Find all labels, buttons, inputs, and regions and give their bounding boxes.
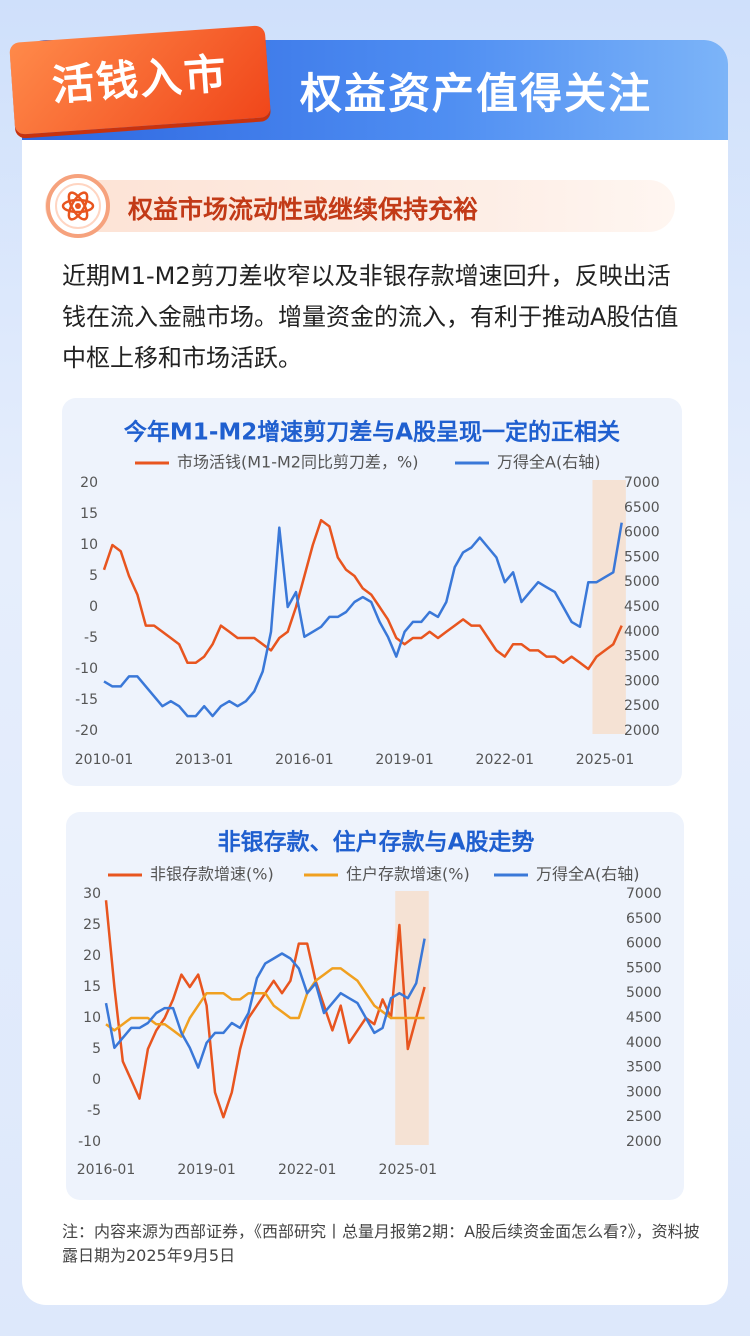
y-tick-label: -5 [87, 1103, 101, 1119]
legend-label: 住户存款增速(%) [346, 865, 470, 884]
x-tick-label: 2010-01 [75, 752, 134, 768]
y2-tick-label: 2000 [624, 723, 660, 739]
y-tick-label: 0 [92, 1072, 101, 1088]
series-line [102, 518, 623, 671]
y2-tick-label: 5500 [626, 960, 662, 976]
paragraph: 近期M1-M2剪刀差收窄以及非银存款增速回升，反映出活钱在流入金融市场。增量资金… [62, 262, 679, 372]
y2-tick-label: 3000 [626, 1084, 662, 1100]
y2-tick-label: 4000 [624, 624, 660, 640]
y2-tick-label: 3500 [626, 1060, 662, 1076]
x-tick-label: 2022-01 [278, 1162, 337, 1178]
x-tick-label: 2016-01 [275, 752, 334, 768]
y2-tick-label: 6500 [626, 911, 662, 927]
y-tick-label: 0 [89, 599, 98, 615]
series-line [104, 938, 426, 1069]
y-tick-label: 15 [83, 979, 101, 995]
y2-tick-label: 5000 [626, 985, 662, 1001]
y2-tick-label: 5000 [624, 574, 660, 590]
y2-tick-label: 4000 [626, 1035, 662, 1051]
y2-tick-label: 6500 [624, 500, 660, 516]
chart-title: 非银存款、住户存款与A股走势 [218, 829, 535, 856]
chart-title: 今年M1-M2增速剪刀差与A股呈现一定的正相关 [124, 419, 620, 446]
y2-tick-label: 2500 [624, 698, 660, 714]
series-line [105, 967, 425, 1038]
legend-label: 万得全A(右轴) [536, 865, 639, 884]
y2-tick-label: 4500 [626, 1010, 662, 1026]
chart: 非银存款、住户存款与A股走势 -10 -5 0 5 10 15 20 25 30 2000 2500 3… [77, 829, 662, 1179]
y2-tick-label: 2000 [626, 1134, 662, 1150]
section-title: 权益市场流动性或继续保持充裕 [128, 195, 479, 224]
y-tick-label: 20 [83, 948, 101, 964]
y-tick-label: 30 [83, 886, 101, 902]
y-tick-label: -15 [75, 692, 98, 708]
series-line [103, 522, 623, 718]
header-tag: 活钱入市 [9, 25, 271, 135]
x-tick-label: 2016-01 [77, 1162, 136, 1178]
legend-label: 市场活钱(M1-M2同比剪刀差，%) [177, 453, 418, 472]
x-tick-label: 2025-01 [379, 1162, 438, 1178]
y2-tick-label: 4500 [624, 599, 660, 615]
y-tick-label: -10 [75, 661, 98, 677]
y-tick-label: 10 [83, 1010, 101, 1026]
header-title: 权益资产值得关注 [300, 69, 653, 118]
y2-tick-label: 3000 [624, 673, 660, 689]
y-tick-label: -5 [84, 630, 98, 646]
y2-tick-label: 7000 [624, 475, 660, 491]
y2-tick-label: 3500 [624, 649, 660, 665]
highlight-band [592, 480, 626, 734]
y-tick-label: 10 [80, 537, 98, 553]
legend-label: 非银存款增速(%) [150, 865, 274, 884]
y2-tick-label: 7000 [626, 886, 662, 902]
x-tick-label: 2013-01 [175, 752, 234, 768]
x-tick-label: 2019-01 [375, 752, 434, 768]
y-tick-label: 20 [80, 475, 98, 491]
y2-tick-label: 5500 [624, 549, 660, 565]
y-tick-label: 15 [80, 506, 98, 522]
y2-tick-label: 6000 [624, 525, 660, 541]
section-pill [45, 180, 675, 232]
y-tick-label: 5 [92, 1041, 101, 1057]
section-icon [46, 174, 110, 238]
legend-label: 万得全A(右轴) [497, 453, 600, 472]
footnote: 注：内容来源为西部证券，《西部研究丨总量月报第2期：A股后续资金面怎么看?》，资… [62, 1222, 700, 1265]
y-tick-label: 5 [89, 568, 98, 584]
chart: 今年M1-M2增速剪刀差与A股呈现一定的正相关 -20 -15 -10 -5 0 5 10 15… [75, 419, 660, 769]
y-tick-label: -10 [78, 1134, 101, 1150]
y2-tick-label: 6000 [626, 936, 662, 952]
y-tick-label: -20 [75, 723, 98, 739]
x-tick-label: 2025-01 [576, 752, 635, 768]
y-tick-label: 25 [83, 917, 101, 933]
x-tick-label: 2022-01 [476, 752, 535, 768]
y2-tick-label: 2500 [626, 1109, 662, 1125]
x-tick-label: 2019-01 [177, 1162, 236, 1178]
